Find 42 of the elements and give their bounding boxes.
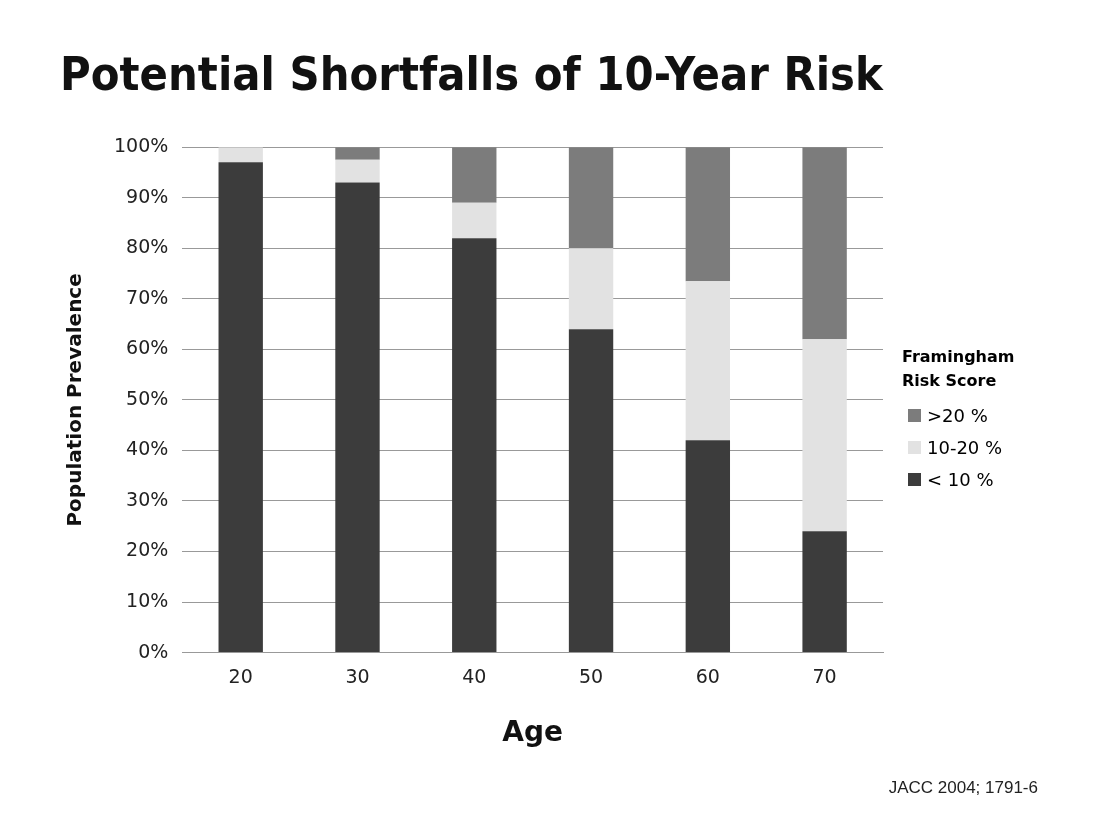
chart-title: Potential Shortfalls of 10-Year Risk [60, 46, 885, 101]
bar [568, 248, 614, 330]
x-tick-label: 40 [462, 664, 487, 687]
bar [452, 147, 497, 203]
bar [802, 531, 847, 653]
y-tick-label: 0% [138, 639, 169, 662]
bar [335, 159, 380, 183]
y-tick-label: 20% [126, 538, 169, 561]
y-tick-label: 30% [126, 487, 169, 510]
x-tick-label: 60 [695, 664, 720, 687]
x-tick-label: 70 [812, 664, 837, 687]
bar [218, 162, 263, 653]
bar [218, 147, 263, 163]
text: JACC 2004; 1791-6 [888, 778, 1038, 798]
bar [452, 238, 497, 653]
y-tick-label: 60% [126, 336, 169, 359]
legend-label: < 10 % [927, 468, 994, 490]
y-tick-label: 10% [126, 589, 169, 611]
x-tick-label: 20 [228, 664, 253, 687]
y-axis-title: Population Prevalence [62, 273, 87, 527]
legend-title: Framingham Risk Score [902, 346, 1016, 392]
y-tick-label: 90% [126, 184, 169, 207]
bar [685, 440, 731, 653]
x-tick-label: 30 [345, 664, 370, 687]
y-tick-label: 70% [126, 285, 169, 308]
x-tick-label: 50 [578, 664, 604, 687]
y-tick-label: 40% [126, 437, 169, 460]
x-axis-title: Age [502, 715, 564, 749]
bar [685, 281, 731, 441]
bar [568, 147, 614, 249]
bar [802, 339, 847, 532]
bar [802, 147, 847, 340]
bar [685, 147, 731, 282]
bar [568, 329, 614, 653]
bar [335, 147, 380, 160]
legend-label: 10-20 % [927, 436, 1003, 458]
bar [335, 182, 380, 653]
legend-label: >20 % [927, 404, 988, 426]
y-tick-label: 100% [113, 134, 169, 157]
bar [452, 202, 497, 239]
y-tick-label: 50% [126, 386, 169, 409]
y-tick-label: 80% [126, 235, 169, 258]
